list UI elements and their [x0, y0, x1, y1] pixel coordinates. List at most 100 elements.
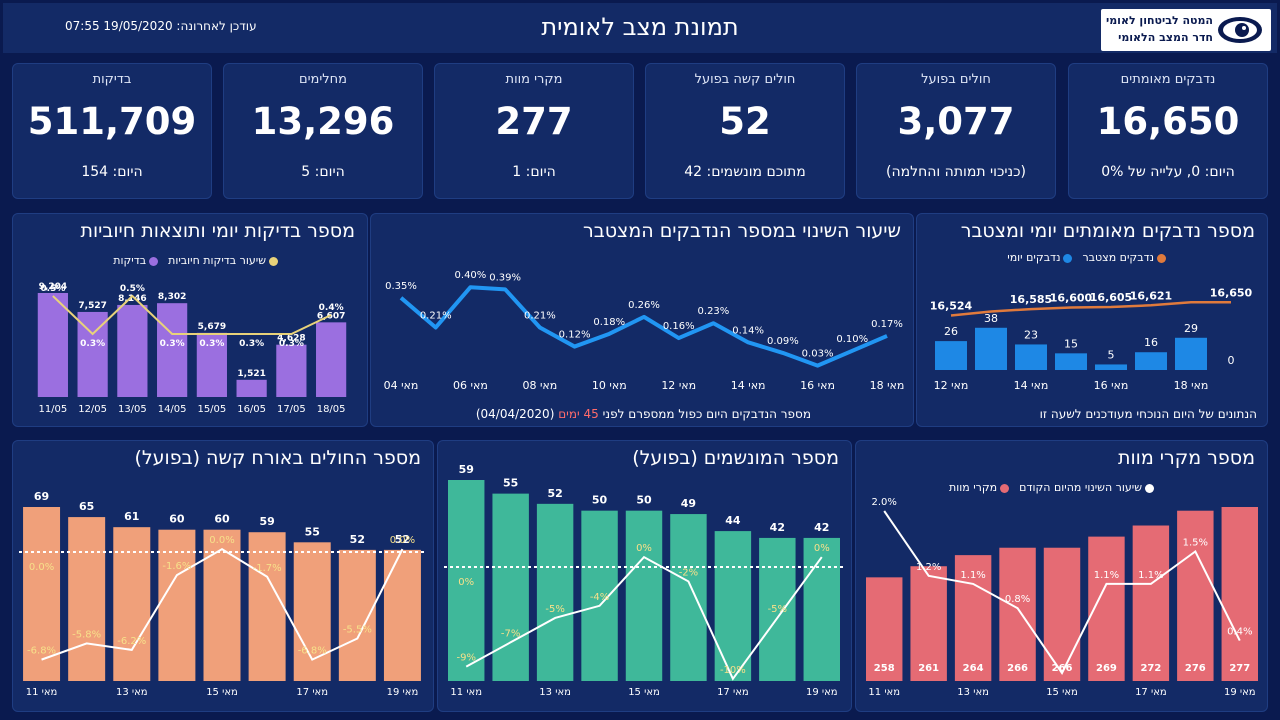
positive-rate-label: 0.3% — [160, 339, 185, 349]
tests-bar — [157, 303, 188, 397]
daily-bar-label: 16 — [1144, 336, 1158, 349]
rate-label: 0.23% — [698, 306, 730, 317]
logo-line-2: חדר המצב הלאומי — [1118, 31, 1213, 44]
card-value: 52 — [719, 100, 771, 143]
x-tick-label: 17 מאי — [717, 687, 749, 698]
x-tick-label: 12 מאי — [661, 379, 696, 392]
deaths-change-label: 0.8% — [1005, 594, 1030, 605]
daily-bar — [1175, 337, 1207, 370]
deaths-bar-label: 261 — [918, 663, 939, 674]
positive-rate-label: 0.3% — [199, 339, 224, 349]
cumulative-label: 16,524 — [930, 299, 973, 312]
daily-bar — [1135, 352, 1167, 370]
legend-positive-dot — [269, 256, 278, 266]
x-tick-label: 08 מאי — [522, 379, 557, 392]
rate-footer-days: 45 ימים — [558, 407, 599, 421]
x-tick-label: 10 מאי — [592, 379, 627, 392]
ventilated-bar-label: 50 — [636, 494, 652, 507]
legend: שיעור השינוי מהיום הקודם מקרי מוות — [949, 481, 1157, 494]
deaths-change-label: 1.1% — [1094, 570, 1119, 581]
card-label: נדבקים מאומתים — [1120, 72, 1216, 87]
x-tick-label: 17 מאי — [1135, 687, 1167, 698]
deaths-chart: 258 261 264 266 266 269 272 276 277 2.0% 1.2% 1.1% 0… — [866, 497, 1258, 698]
x-tick-label: 15 מאי — [628, 687, 660, 698]
ventilated-change-label: -9% — [456, 653, 475, 664]
daily-bar-label: 38 — [984, 312, 998, 325]
deaths-change-label: 1.1% — [960, 570, 985, 581]
deaths-bar — [1132, 525, 1170, 681]
x-tick-label: 19 מאי — [1224, 687, 1256, 698]
legend-deaths: מקרי מוות — [949, 481, 998, 494]
card-confirmed: נדבקים מאומתים 16,650 היום: 0, עלייה של … — [1068, 63, 1268, 199]
ventilated-change-label: -10% — [720, 665, 746, 676]
rate-line — [399, 285, 888, 368]
severe-bar-label: 60 — [169, 513, 185, 526]
positive-rate-label: 0.3% — [239, 339, 264, 349]
ventilated-bar — [803, 537, 840, 681]
rate-label: 0.16% — [663, 321, 695, 332]
deaths-bar-label: 266 — [1052, 663, 1073, 674]
panel-title: מספר המונשמים (בפועל) — [632, 447, 839, 469]
panel-footer: הנתונים של היום הנוכחי מעודכנים לשעה זו — [1039, 407, 1257, 421]
deaths-bar-label: 264 — [963, 663, 984, 674]
x-tick-label: 11 מאי — [450, 687, 482, 698]
card-label: מחלימים — [299, 72, 347, 87]
severe-bar-label: 59 — [259, 515, 274, 528]
ventilated-change-label: -5% — [768, 604, 787, 615]
x-tick-label: 13/05 — [118, 404, 147, 415]
card-label: חולים בפועל — [921, 72, 991, 87]
deaths-bar-label: 258 — [874, 663, 895, 674]
severe-change-label: -1.7% — [253, 563, 282, 574]
daily-bar-label: 5 — [1108, 348, 1115, 361]
x-tick-label: 16 מאי — [800, 379, 835, 392]
tests-bar-label: 1,521 — [237, 369, 265, 379]
rate-footer-date: (04/04/2020) — [475, 407, 555, 421]
tests-bar — [37, 292, 68, 397]
x-tick-label: 18/05 — [317, 404, 346, 415]
ventilated-change-line — [465, 555, 823, 681]
rate-chart: 0.35%0.21%0.40% 0.39%0.21%0.12%0.18%0.26%… — [384, 270, 905, 392]
x-tick-label: 13 מאי — [539, 687, 571, 698]
rate-footer-text: מספר הנדבקים היום כפול ממספרם לפני — [602, 407, 811, 421]
tests-bar-label: 5,679 — [198, 322, 226, 332]
tests-bar — [236, 379, 267, 397]
panel-title: מספר נדבקים מאומתים יומי ומצטבר — [960, 220, 1255, 242]
tests-bar-label: 9,204 — [39, 282, 67, 292]
daily-bar-label: 29 — [1184, 322, 1198, 335]
card-deaths: מקרי מוות 277 היום: 1 — [434, 63, 634, 199]
rate-label: 0.12% — [559, 330, 591, 341]
x-tick-label: 18 מאי — [870, 379, 905, 392]
positive-rate-label: 0.3% — [279, 339, 304, 349]
rate-label: 0.10% — [836, 334, 868, 345]
legend-daily: נדבקים יומי — [1007, 251, 1061, 264]
ventilated-bar — [670, 514, 707, 681]
x-tick-label: 14 מאי — [731, 379, 766, 392]
rate-label: 0.40% — [455, 270, 487, 281]
cumulative-label: 16,585 — [1010, 293, 1052, 306]
panel-tests: 9,204 7,527 8,146 8,302 5,679 1,521 4,628 6,607… — [12, 213, 368, 427]
daily-bar — [975, 327, 1007, 370]
tests-bar — [316, 322, 347, 397]
card-value: 3,077 — [897, 100, 1015, 143]
logo: המטה לביטחון לאומי חדר המצב הלאומי — [1101, 9, 1271, 51]
rate-label: 0.09% — [767, 336, 799, 347]
severe-change-label: -6.8% — [298, 646, 327, 657]
card-value: 13,296 — [251, 100, 395, 143]
x-tick-label: 12/05 — [78, 404, 107, 415]
ventilated-bar-label: 50 — [592, 494, 608, 507]
panel-confirmed: 26 38 23 15 5 16 29 0 16,524 16,585 16,600 16,605 16… — [916, 213, 1268, 427]
deaths-change-label: 1.2% — [916, 562, 941, 573]
deaths-bar-label: 277 — [1229, 663, 1250, 674]
rate-label: 0.21% — [420, 310, 452, 321]
ventilated-bar-label: 42 — [770, 521, 785, 534]
card-label: בדיקות — [92, 72, 132, 87]
card-label: מקרי מוות — [505, 72, 563, 87]
severe-bar — [23, 507, 61, 681]
cumulative-label: 16,621 — [1130, 289, 1172, 302]
legend-change: שיעור השינוי מהיום הקודם — [1019, 481, 1142, 494]
ventilated-bar-label: 49 — [681, 497, 696, 510]
severe-reference-label: 0.0% — [29, 562, 54, 573]
cumulative-label: 16,605 — [1090, 291, 1132, 304]
deaths-bar — [1043, 547, 1081, 681]
ventilated-bar — [625, 510, 663, 681]
